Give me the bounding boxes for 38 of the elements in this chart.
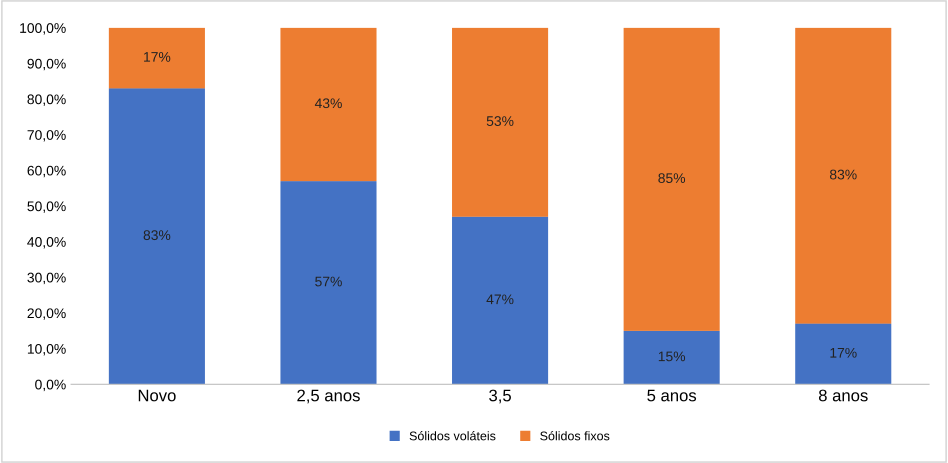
y-tick-label: 90,0% [28,58,66,70]
x-tick-label: 5 anos [647,390,696,402]
x-tick-label: 2,5 anos [297,390,360,404]
y-tick-label: 30,0% [27,272,66,284]
x-tick-label: 3,5 [489,390,511,404]
bar [624,330,720,384]
bar [452,216,548,384]
y-tick-label: 40,0% [27,237,66,248]
bar [795,324,892,384]
data-label: 43% [314,98,342,108]
y-tick-label: 70,0% [28,130,66,142]
legend-label: Sólidos fixos [540,431,610,440]
legend-label: Sólidos voláteis [410,431,496,440]
x-tick-label: Novo [138,390,176,402]
bar [624,28,720,331]
bar [108,88,205,384]
data-label: 83% [830,170,857,180]
y-tick-label: 60,0% [28,166,66,178]
data-label: 17% [144,52,170,62]
bar [452,28,548,217]
bar [280,28,377,182]
y-tick-label: 0,0% [35,380,66,392]
y-tick-label: 10,0% [28,344,66,356]
y-tick-label: 80,0% [27,94,66,106]
data-label: 57% [315,276,342,286]
data-label: 17% [830,348,857,358]
data-label: 15% [658,352,686,362]
y-tick-label: 20,0% [28,308,66,320]
bar [280,181,377,384]
data-label: 53% [486,116,514,126]
data-label: 83% [144,230,170,240]
data-label: 85% [658,173,686,184]
bar [795,28,892,324]
y-tick-label: 100,0% [20,23,66,35]
y-tick-label: 50,0% [27,201,66,213]
bar [108,28,205,88]
data-label: 47% [486,294,514,304]
x-tick-label: 8 anos [818,390,868,402]
